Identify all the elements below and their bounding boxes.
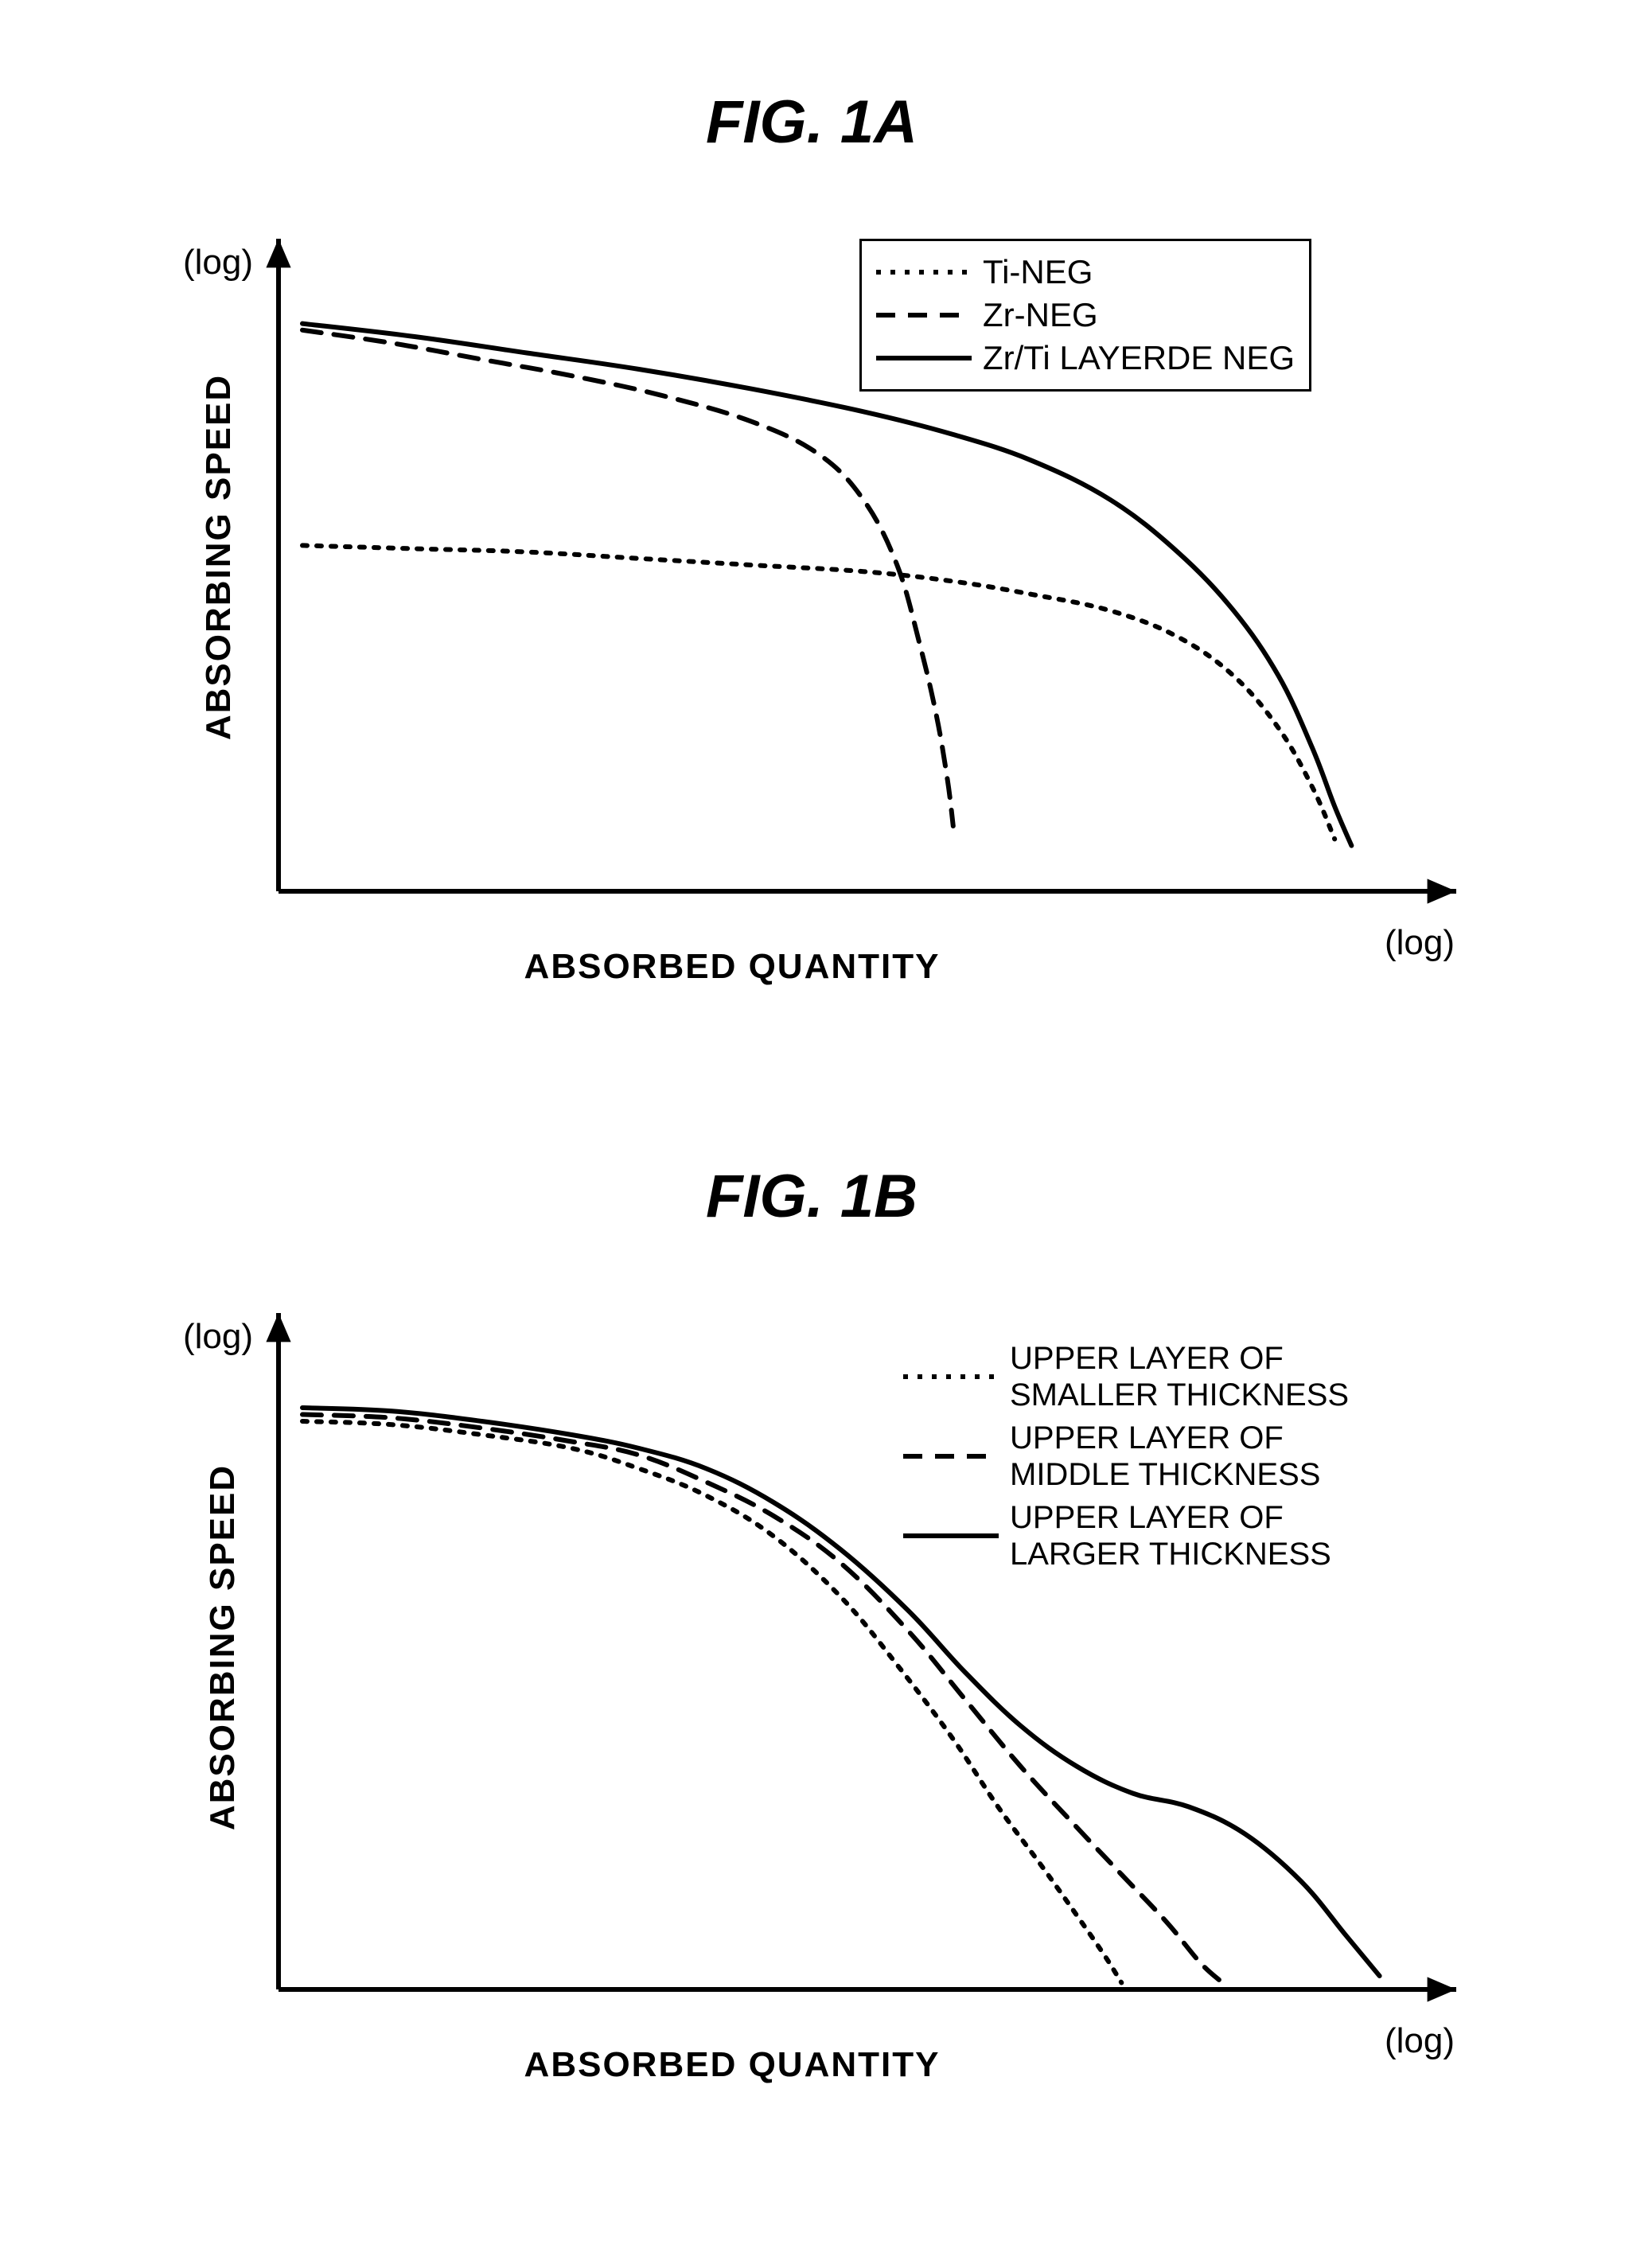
legend-label: Zr-NEG xyxy=(983,296,1098,334)
legend-label: Ti-NEG xyxy=(983,253,1093,291)
fig-b-legend: UPPER LAYER OFSMALLER THICKNESSUPPER LAY… xyxy=(903,1337,1349,1576)
legend-sample-icon xyxy=(903,1337,999,1416)
fig-b-log-y: (log) xyxy=(183,1317,253,1357)
fig-b-xlabel: ABSORBED QUANTITY xyxy=(430,2045,1034,2085)
legend-item: UPPER LAYER OFMIDDLE THICKNESS xyxy=(903,1416,1349,1496)
fig-b-ylabel: ABSORBING SPEED xyxy=(203,1385,243,1910)
legend-label: UPPER LAYER OFLARGER THICKNESS xyxy=(1010,1499,1331,1572)
legend-item: Ti-NEG xyxy=(876,251,1295,294)
legend-sample-icon xyxy=(876,251,972,294)
fig-a-ylabel: ABSORBING SPEED xyxy=(199,302,239,812)
fig-a-log-x: (log) xyxy=(1385,923,1455,963)
fig-b-log-x: (log) xyxy=(1385,2021,1455,2061)
legend-item: UPPER LAYER OFLARGER THICKNESS xyxy=(903,1496,1349,1576)
curve-zr-neg xyxy=(302,330,953,826)
legend-label: UPPER LAYER OFMIDDLE THICKNESS xyxy=(1010,1420,1320,1493)
legend-label-line: UPPER LAYER OF xyxy=(1010,1499,1331,1536)
fig-b-title: FIG. 1B xyxy=(557,1162,1066,1231)
page: FIG. 1A ABSORBING SPEED ABSORBED QUANTIT… xyxy=(0,0,1652,2260)
legend-label: Zr/Ti LAYERDE NEG xyxy=(983,339,1295,377)
legend-sample-icon xyxy=(876,294,972,337)
legend-sample-icon xyxy=(876,337,972,380)
legend-item: UPPER LAYER OFSMALLER THICKNESS xyxy=(903,1337,1349,1416)
legend-item: Zr/Ti LAYERDE NEG xyxy=(876,337,1295,380)
legend-sample-icon xyxy=(903,1496,999,1576)
legend-label-line: MIDDLE THICKNESS xyxy=(1010,1456,1320,1493)
legend-label-line: UPPER LAYER OF xyxy=(1010,1340,1349,1377)
legend-label-line: SMALLER THICKNESS xyxy=(1010,1377,1349,1413)
fig-a-legend: Ti-NEG Zr-NEG Zr/Ti LAYERDE NEG xyxy=(859,239,1311,392)
legend-label: UPPER LAYER OFSMALLER THICKNESS xyxy=(1010,1340,1349,1413)
curve-ti-neg xyxy=(302,545,1334,839)
fig-a-log-y: (log) xyxy=(183,243,253,282)
legend-item: Zr-NEG xyxy=(876,294,1295,337)
fig-a-title: FIG. 1A xyxy=(557,88,1066,157)
legend-label-line: UPPER LAYER OF xyxy=(1010,1420,1320,1456)
fig-a-xlabel: ABSORBED QUANTITY xyxy=(430,947,1034,987)
legend-label-line: LARGER THICKNESS xyxy=(1010,1536,1331,1572)
curve-zrti-layered xyxy=(302,324,1351,846)
legend-sample-icon xyxy=(903,1416,999,1496)
